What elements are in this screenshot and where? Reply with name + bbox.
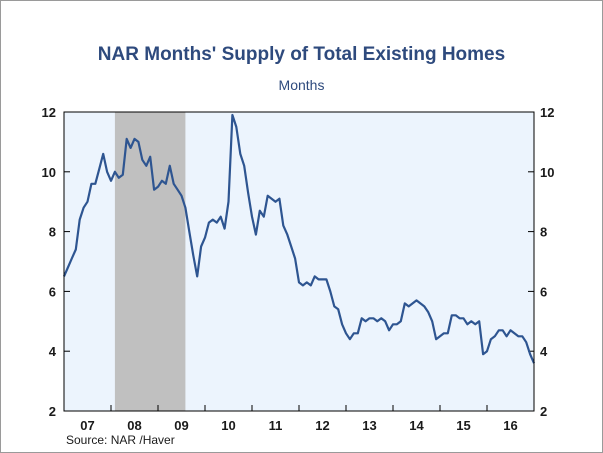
x-tick-label: 11 [269,418,283,433]
y-tick-label-left: 10 [42,165,56,180]
x-tick-label: 10 [221,418,235,433]
y-tick-label-left: 4 [49,344,57,359]
chart-subtitle: Months [278,77,325,93]
x-tick-label: 14 [409,418,424,433]
y-tick-label-left: 2 [49,404,56,419]
y-tick-label-right: 12 [540,105,554,120]
chart-title: NAR Months' Supply of Total Existing Hom… [97,44,506,65]
x-tick-label: 07 [80,418,94,433]
plot-border [63,111,535,412]
y-tick-label-right: 8 [540,225,547,240]
x-tick-label: 12 [315,418,329,433]
x-tick-label: 09 [174,418,188,433]
y-tick-label-left: 6 [49,284,56,299]
y-tick-label-left: 8 [49,225,56,240]
source-note: Source: NAR /Haver [66,433,175,447]
y-tick-label-right: 4 [540,344,548,359]
y-tick-label-left: 12 [42,105,56,120]
y-tick-label-right: 2 [540,404,547,419]
axis-ticks: 2 2 4 4 6 6 8 8 10 10 12 12 07 08 09 10 11 12 13 14 15 16 [42,105,555,433]
y-tick-label-right: 6 [540,284,547,299]
x-tick-label: 16 [503,418,517,433]
x-tick-label: 13 [362,418,376,433]
series-line [62,113,536,364]
x-tick-label: 08 [127,418,141,433]
x-tick-label: 15 [456,418,470,433]
y-tick-label-right: 10 [540,165,554,180]
